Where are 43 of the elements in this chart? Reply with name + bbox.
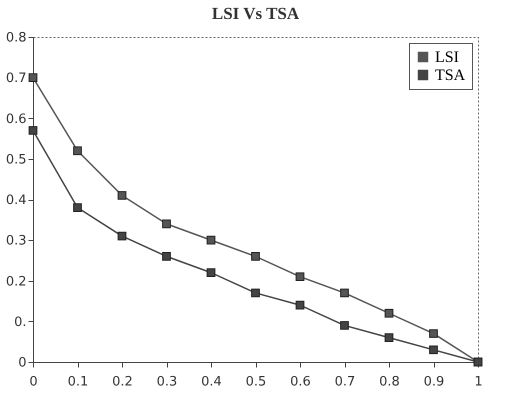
point — [296, 272, 304, 282]
y-tick-label: 0.2 — [6, 274, 26, 290]
legend-label: LSI — [435, 49, 459, 66]
point — [340, 288, 349, 298]
x-tick-label: 0.4 — [201, 374, 222, 390]
x-tick-label: 0.9 — [424, 374, 444, 390]
y-tick-label: 0.6 — [6, 112, 26, 127]
y-tick-label: 0.4 — [6, 193, 26, 208]
point — [429, 329, 438, 338]
point — [429, 345, 438, 354]
x-tick-label: 0.8 — [379, 374, 400, 390]
chart-title: LSI Vs TSA — [212, 4, 300, 23]
point — [28, 73, 38, 82]
x-tick-label: 0.2 — [112, 374, 133, 390]
y-tick-label: 0. — [14, 314, 26, 330]
point — [73, 146, 82, 156]
x-tick-label: 0 — [29, 374, 38, 390]
point — [118, 191, 126, 200]
point — [206, 236, 216, 244]
point — [73, 203, 82, 212]
point — [206, 268, 216, 277]
x-tick-label: 0.6 — [290, 374, 311, 390]
x-tick-label: 0.3 — [156, 374, 178, 390]
point — [384, 308, 394, 318]
y-tick-label: 0.8 — [6, 30, 26, 46]
x-tick-label: 0.7 — [334, 374, 356, 390]
point — [28, 126, 38, 135]
point — [340, 321, 349, 330]
point — [251, 288, 260, 298]
y-tick-label: 0.3 — [6, 234, 26, 249]
point — [384, 333, 394, 342]
point — [162, 252, 171, 261]
y-tick-label: 0.7 — [6, 71, 26, 86]
x-tick-label: 0.5 — [246, 374, 266, 390]
point — [162, 220, 171, 228]
x-tick-label: 0.1 — [68, 374, 88, 390]
y-tick-label: 0.5 — [6, 152, 26, 168]
x-tick-label: 1 — [474, 374, 483, 390]
point — [118, 232, 126, 240]
y-tick-label: 0 — [18, 356, 26, 370]
point — [251, 252, 260, 261]
legend-label: TSA — [435, 67, 466, 84]
point — [296, 300, 304, 310]
